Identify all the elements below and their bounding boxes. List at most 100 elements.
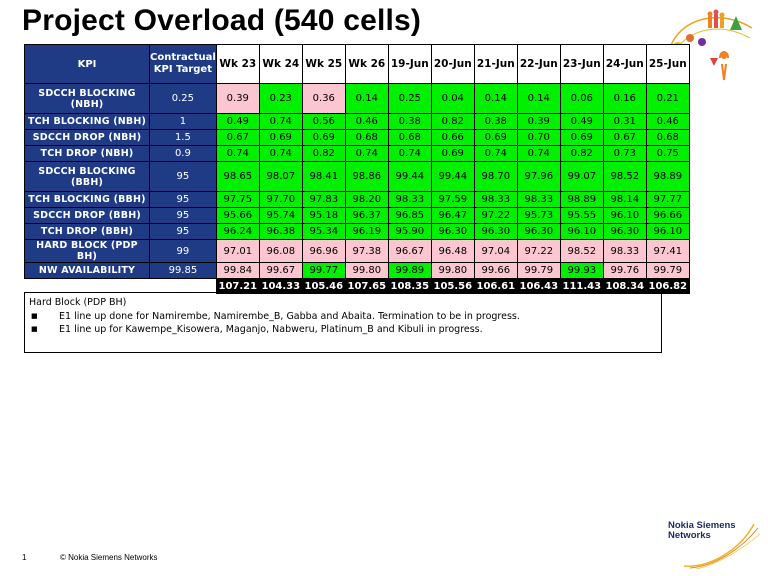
kpi-value-cell: 97.83 xyxy=(301,191,346,208)
total-cell: 111.43 xyxy=(559,278,604,294)
kpi-value-cell: 0.04 xyxy=(430,83,475,114)
kpi-value-cell: 0.66 xyxy=(430,129,475,146)
kpi-value-cell: 97.22 xyxy=(516,239,561,263)
kpi-value-cell: 96.48 xyxy=(430,239,475,263)
kpi-name: TCH DROP (BBH) xyxy=(24,223,150,240)
kpi-value-cell: 0.67 xyxy=(215,129,260,146)
kpi-value-cell: 0.69 xyxy=(473,129,518,146)
kpi-value-cell: 99.44 xyxy=(430,161,475,192)
period-header: Wk 24 xyxy=(258,44,303,84)
kpi-value-cell: 0.74 xyxy=(387,145,432,162)
kpi-value-cell: 96.08 xyxy=(258,239,303,263)
kpi-value-cell: 98.33 xyxy=(516,191,561,208)
kpi-value-cell: 0.69 xyxy=(430,145,475,162)
kpi-value-cell: 96.30 xyxy=(430,223,475,240)
kpi-value-cell: 0.39 xyxy=(215,83,260,114)
kpi-name: SDCCH BLOCKING (NBH) xyxy=(24,83,150,114)
kpi-value-cell: 97.59 xyxy=(430,191,475,208)
kpi-value-cell: 0.06 xyxy=(559,83,604,114)
kpi-value-cell: 0.14 xyxy=(516,83,561,114)
kpi-target: 95 xyxy=(149,223,217,240)
kpi-value-cell: 0.74 xyxy=(258,113,303,130)
notes-bullet-item: ■ E1 line up done for Namirembe, Namiremb… xyxy=(31,311,520,322)
target-column-header: Contractual KPI Target xyxy=(149,44,217,84)
total-cell: 108.35 xyxy=(387,278,432,294)
kpi-value-cell: 96.67 xyxy=(387,239,432,263)
kpi-value-cell: 97.38 xyxy=(344,239,389,263)
kpi-value-cell: 0.31 xyxy=(602,113,647,130)
kpi-value-cell: 0.70 xyxy=(516,129,561,146)
kpi-value-cell: 98.70 xyxy=(473,161,518,192)
period-header: 25-Jun xyxy=(645,44,690,84)
kpi-value-cell: 0.67 xyxy=(602,129,647,146)
kpi-row: SDCCH BLOCKING (NBH) 0.25 0.39 0.23 0.36 0.14… xyxy=(24,83,690,114)
kpi-row: HARD BLOCK (PDP BH) 99 97.01 96.08 96.96 97.3… xyxy=(24,239,690,263)
kpi-value-cell: 97.75 xyxy=(215,191,260,208)
copyright-text: © Nokia Siemens Networks xyxy=(60,553,158,562)
kpi-value-cell: 0.46 xyxy=(344,113,389,130)
kpi-value-cell: 98.41 xyxy=(301,161,346,192)
logo-line-2: Networks xyxy=(668,530,711,541)
kpi-value-cell: 98.89 xyxy=(645,161,690,192)
kpi-value-cell: 95.73 xyxy=(516,207,561,224)
period-header: 22-Jun xyxy=(516,44,561,84)
kpi-value-cell: 0.56 xyxy=(301,113,346,130)
period-header: 23-Jun xyxy=(559,44,604,84)
period-header: 20-Jun xyxy=(430,44,475,84)
kpi-name: SDCCH DROP (BBH) xyxy=(24,207,150,224)
bullet-icon: ■ xyxy=(31,312,38,320)
kpi-value-cell: 0.21 xyxy=(645,83,690,114)
kpi-target: 99.85 xyxy=(149,262,217,279)
kpi-target: 1.5 xyxy=(149,129,217,146)
total-cell: 108.34 xyxy=(602,278,647,294)
kpi-value-cell: 99.89 xyxy=(387,262,432,279)
kpi-value-cell: 98.14 xyxy=(602,191,647,208)
kpi-value-cell: 98.65 xyxy=(215,161,260,192)
kpi-value-cell: 0.14 xyxy=(344,83,389,114)
kpi-value-cell: 99.84 xyxy=(215,262,260,279)
kpi-value-cell: 0.73 xyxy=(602,145,647,162)
kpi-value-cell: 0.69 xyxy=(559,129,604,146)
kpi-value-cell: 99.79 xyxy=(516,262,561,279)
kpi-target: 99 xyxy=(149,239,217,263)
kpi-name: NW AVAILABILITY xyxy=(24,262,150,279)
kpi-value-cell: 96.85 xyxy=(387,207,432,224)
total-cell: 105.46 xyxy=(301,278,346,294)
kpi-row: TCH DROP (NBH) 0.9 0.74 0.74 0.82 0.74 0.74 0.6… xyxy=(24,145,690,162)
kpi-value-cell: 98.33 xyxy=(387,191,432,208)
period-header: 19-Jun xyxy=(387,44,432,84)
totals-row: 107.21 104.33 105.46 107.65 108.35 105.56 106.… xyxy=(25,278,690,294)
kpi-row: NW AVAILABILITY 99.85 99.84 99.67 99.77 99.80… xyxy=(24,262,690,279)
kpi-value-cell: 0.68 xyxy=(645,129,690,146)
kpi-value-cell: 97.22 xyxy=(473,207,518,224)
total-cell: 104.33 xyxy=(258,278,303,294)
kpi-table-header-row: KPI Contractual KPI Target Wk 23 Wk 24 W… xyxy=(24,44,690,84)
kpi-value-cell: 0.68 xyxy=(387,129,432,146)
total-cell: 107.65 xyxy=(344,278,389,294)
kpi-value-cell: 97.96 xyxy=(516,161,561,192)
kpi-value-cell: 96.30 xyxy=(516,223,561,240)
kpi-value-cell: 0.74 xyxy=(258,145,303,162)
notes-bullet-text: E1 line up done for Namirembe, Namirembe… xyxy=(59,311,520,322)
kpi-value-cell: 0.82 xyxy=(559,145,604,162)
kpi-target: 95 xyxy=(149,161,217,192)
kpi-value-cell: 0.69 xyxy=(258,129,303,146)
kpi-value-cell: 0.74 xyxy=(344,145,389,162)
kpi-name: TCH BLOCKING (BBH) xyxy=(24,191,150,208)
kpi-value-cell: 99.67 xyxy=(258,262,303,279)
kpi-value-cell: 0.74 xyxy=(215,145,260,162)
kpi-name: HARD BLOCK (PDP BH) xyxy=(24,239,150,263)
kpi-target: 95 xyxy=(149,207,217,224)
kpi-value-cell: 0.46 xyxy=(645,113,690,130)
kpi-value-cell: 0.82 xyxy=(430,113,475,130)
kpi-row: TCH BLOCKING (BBH) 95 97.75 97.70 97.83 98.20… xyxy=(24,191,690,208)
kpi-value-cell: 99.93 xyxy=(559,262,604,279)
kpi-value-cell: 98.33 xyxy=(473,191,518,208)
kpi-value-cell: 0.23 xyxy=(258,83,303,114)
kpi-value-cell: 95.66 xyxy=(215,207,260,224)
kpi-value-cell: 96.37 xyxy=(344,207,389,224)
kpi-value-cell: 95.74 xyxy=(258,207,303,224)
kpi-value-cell: 98.07 xyxy=(258,161,303,192)
page-number: 1 xyxy=(22,553,27,562)
kpi-row: TCH DROP (BBH) 95 96.24 96.38 95.34 96.19 95.9… xyxy=(24,223,690,240)
